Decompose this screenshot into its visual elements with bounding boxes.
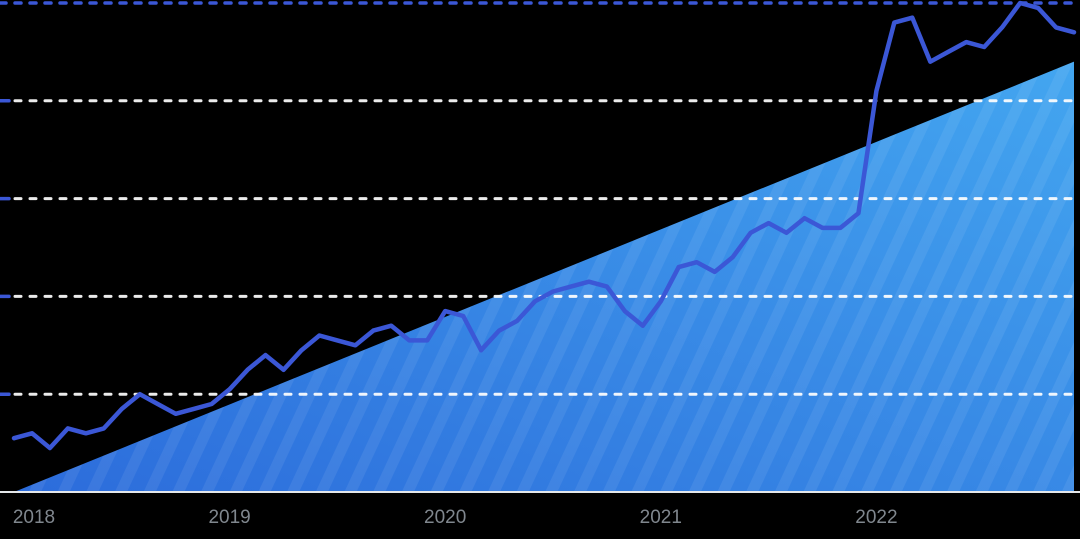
trend-area-stripes	[14, 61, 1074, 493]
x-tick-label: 2018	[13, 507, 55, 528]
interest-line-series	[11, 0, 1077, 451]
x-tick-label: 2021	[640, 507, 682, 528]
x-tick-label: 2019	[208, 507, 250, 528]
x-tick-label: 2020	[424, 507, 466, 528]
x-tick-label: 2022	[855, 507, 897, 528]
